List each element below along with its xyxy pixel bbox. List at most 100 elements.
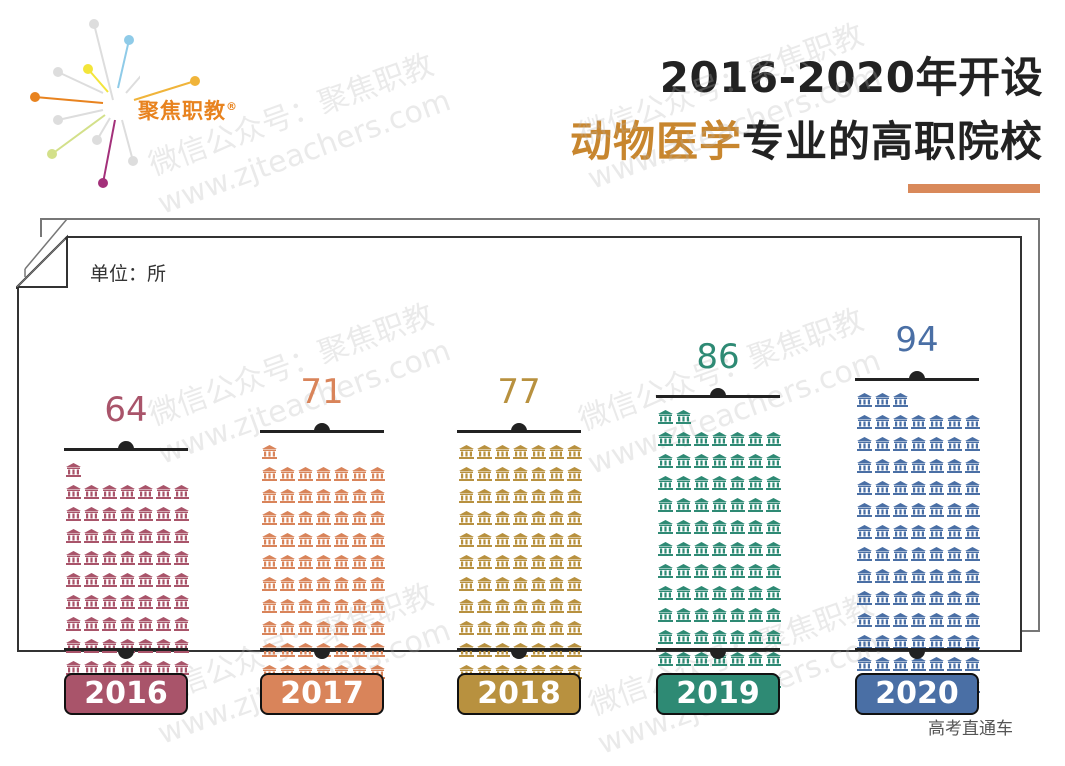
school-building-icon [766, 453, 781, 472]
school-building-icon [766, 541, 781, 560]
registered-mark: ® [226, 100, 238, 113]
school-building-icon [694, 651, 709, 670]
school-building-icon [766, 607, 781, 626]
bar-base-line [64, 648, 188, 651]
school-building-icon [316, 554, 331, 573]
school-building-icon [875, 612, 890, 631]
school-building-icon [911, 612, 926, 631]
school-building-icon [531, 466, 546, 485]
school-building-icon [495, 510, 510, 529]
school-building-icon [567, 598, 582, 617]
school-building-icon [84, 484, 99, 503]
school-building-icon [694, 497, 709, 516]
school-icon-grid [262, 444, 385, 683]
unit-label: 单位：所 [90, 263, 167, 285]
school-building-icon [316, 620, 331, 639]
school-building-icon [857, 546, 872, 565]
bar-base-dot [118, 651, 134, 659]
school-building-icon [748, 541, 763, 560]
school-building-icon [658, 431, 673, 450]
school-building-icon [352, 488, 367, 507]
school-building-icon [875, 546, 890, 565]
school-building-icon [911, 634, 926, 653]
school-building-icon [352, 620, 367, 639]
school-building-icon [352, 532, 367, 551]
school-building-icon [156, 506, 171, 525]
school-building-icon [658, 453, 673, 472]
school-building-icon [676, 453, 691, 472]
school-building-icon [370, 532, 385, 551]
school-building-icon [156, 594, 171, 613]
school-building-icon [676, 519, 691, 538]
school-building-icon [298, 554, 313, 573]
school-building-icon [748, 497, 763, 516]
school-building-icon [748, 475, 763, 494]
school-building-icon [262, 620, 277, 639]
bar-base-dot [710, 651, 726, 659]
school-building-icon [459, 554, 474, 573]
school-building-icon [102, 506, 117, 525]
school-building-icon [676, 607, 691, 626]
school-building-icon [712, 607, 727, 626]
school-building-icon [459, 642, 474, 661]
school-building-icon [262, 488, 277, 507]
school-building-icon [875, 524, 890, 543]
school-building-icon [730, 585, 745, 604]
school-building-icon [712, 453, 727, 472]
school-building-icon [567, 510, 582, 529]
school-building-icon [156, 572, 171, 591]
school-building-icon [947, 546, 962, 565]
title-line-2: 动物医学专业的高职院校 [570, 108, 1043, 169]
school-building-icon [174, 506, 189, 525]
school-building-icon [174, 528, 189, 547]
school-building-icon [658, 497, 673, 516]
school-building-icon [712, 563, 727, 582]
school-building-icon [893, 436, 908, 455]
year-label-2020: 2020 [855, 673, 979, 715]
school-building-icon [875, 656, 890, 675]
school-building-icon [893, 656, 908, 675]
school-building-icon [875, 568, 890, 587]
bar-base-line [260, 648, 384, 651]
school-building-icon [857, 502, 872, 521]
school-building-icon [120, 506, 135, 525]
school-building-icon [730, 563, 745, 582]
school-building-icon [658, 519, 673, 538]
school-building-icon [857, 656, 872, 675]
school-building-icon [947, 414, 962, 433]
school-building-icon [66, 484, 81, 503]
school-building-icon [352, 576, 367, 595]
school-building-icon [138, 528, 153, 547]
school-building-icon [495, 598, 510, 617]
school-building-icon [567, 488, 582, 507]
bar-top-dot [909, 370, 925, 379]
school-icon-grid [459, 444, 582, 683]
school-building-icon [965, 414, 980, 433]
school-building-icon [370, 642, 385, 661]
school-building-icon [459, 488, 474, 507]
bar-top-line [260, 430, 384, 434]
school-building-icon [748, 519, 763, 538]
school-building-icon [676, 409, 691, 428]
school-building-icon [262, 532, 277, 551]
school-building-icon [459, 576, 474, 595]
school-building-icon [875, 480, 890, 499]
school-building-icon [298, 466, 313, 485]
school-building-icon [766, 563, 781, 582]
school-building-icon [138, 506, 153, 525]
school-building-icon [513, 510, 528, 529]
school-building-icon [102, 572, 117, 591]
year-label-2017: 2017 [260, 673, 384, 715]
school-building-icon [676, 651, 691, 670]
school-building-icon [694, 541, 709, 560]
school-building-icon [352, 598, 367, 617]
school-building-icon [694, 563, 709, 582]
school-building-icon [658, 563, 673, 582]
school-building-icon [676, 629, 691, 648]
title-underline [908, 184, 1040, 193]
year-label-2018: 2018 [457, 673, 581, 715]
school-building-icon [298, 510, 313, 529]
school-building-icon [857, 480, 872, 499]
school-building-icon [316, 466, 331, 485]
school-building-icon [748, 607, 763, 626]
